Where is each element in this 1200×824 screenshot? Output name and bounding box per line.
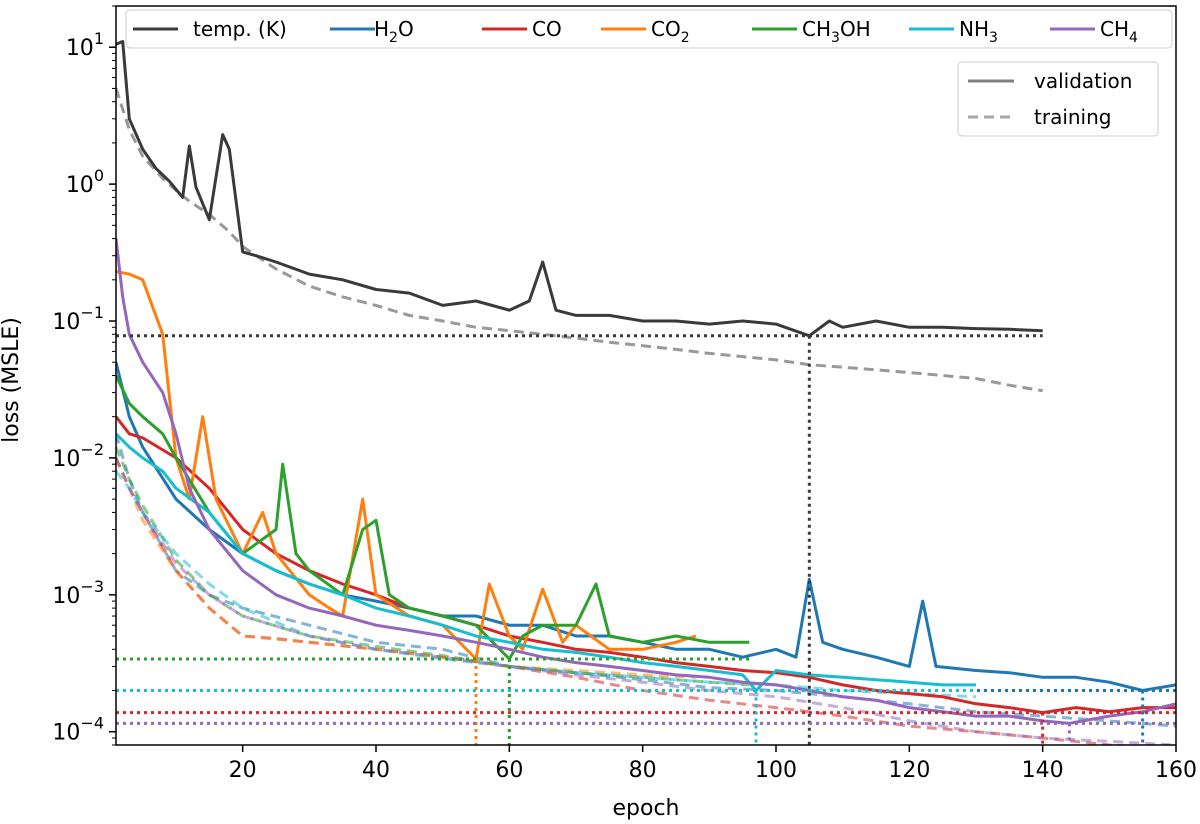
y-tick-label: 101 — [66, 29, 104, 61]
validation-line-temp. (K) — [116, 40, 1043, 338]
validation-line-NH3 — [116, 432, 976, 692]
legend-label-CH3OH: CH3OH — [802, 17, 871, 46]
y-tick-base: 10 — [52, 310, 80, 335]
legend-label-tail: O — [398, 17, 414, 41]
y-tick-label: 100 — [66, 166, 104, 198]
legend-label-main: H — [374, 17, 389, 41]
y-tick-exponent: −4 — [80, 714, 104, 733]
y-tick-base: 10 — [52, 447, 80, 472]
y-tick-base: 10 — [52, 721, 80, 746]
y-tick-exponent: −2 — [80, 440, 104, 459]
validation-line-CO2 — [116, 270, 697, 661]
legend-label-main: CO — [651, 17, 681, 41]
y-tick-exponent: −1 — [80, 303, 104, 322]
training-line-CO2 — [116, 457, 697, 679]
linestyle-label-training: training — [1034, 105, 1111, 129]
training-line-NH3 — [116, 470, 977, 699]
x-tick-label: 40 — [362, 758, 390, 783]
legend-label-CH4: CH4 — [1100, 17, 1138, 46]
legend-label-main: NH — [959, 17, 989, 41]
series-legend-frame — [125, 9, 1173, 49]
y-tick-exponent: −3 — [80, 577, 104, 596]
legend-label-main: CH — [802, 17, 831, 41]
legend-label-main: CH — [1100, 17, 1129, 41]
training-line-CH4 — [116, 457, 1176, 745]
legend-label-subscript: 2 — [681, 30, 690, 46]
x-tick-label: 160 — [1155, 758, 1197, 783]
legend-label-CO2: CO2 — [651, 17, 690, 46]
y-tick-exponent: 0 — [94, 166, 104, 185]
y-tick-label: 10−2 — [52, 440, 104, 472]
linestyle-label-validation: validation — [1034, 69, 1132, 93]
x-tick-label: 120 — [888, 758, 930, 783]
x-tick-label: 80 — [629, 758, 657, 783]
x-axis-label: epoch — [613, 796, 680, 821]
legend-label-tail: OH — [840, 17, 871, 41]
linestyle-legend: validation training — [957, 61, 1159, 137]
y-tick-label: 10−1 — [52, 303, 104, 335]
legend-label-NH3: NH3 — [959, 17, 998, 46]
plot-area — [116, 40, 1176, 745]
x-tick-label: 60 — [495, 758, 523, 783]
y-axis-label: loss (MSLE) — [0, 317, 24, 443]
series-group — [116, 40, 1176, 745]
legend-label-subscript: 3 — [989, 30, 998, 46]
validation-line-CH4 — [116, 238, 1176, 725]
x-tick-label: 20 — [229, 758, 257, 783]
y-tick-base: 10 — [52, 584, 80, 609]
legend-label-subscript: 4 — [1129, 30, 1138, 46]
legend-label-temp. (K): temp. (K) — [193, 17, 287, 41]
legend-label-subscript: 3 — [831, 30, 840, 46]
legend-label-H2O: H2O — [374, 17, 414, 46]
x-tick-label: 100 — [755, 758, 797, 783]
legend-label-main: CO — [532, 17, 562, 41]
legend-label-main: temp. (K) — [193, 17, 287, 41]
y-tick-base: 10 — [66, 173, 94, 198]
x-tick-label: 140 — [1022, 758, 1064, 783]
legend-label-CO: CO — [532, 17, 562, 41]
y-tick-exponent: 1 — [94, 29, 104, 48]
legend-label-subscript: 2 — [389, 30, 398, 46]
axes: 20 40 60 80 100 120 140 16010110010−110−210−310… — [52, 5, 1197, 783]
validation-line-CH3OH — [116, 374, 750, 661]
y-tick-label: 10−4 — [52, 714, 104, 746]
series-legend: temp. (K) H2O CO CO2 CH3OH NH3 CH4 — [125, 9, 1173, 49]
y-tick-base: 10 — [66, 36, 94, 61]
training-line-temp. (K) — [116, 87, 1043, 393]
y-tick-label: 10−3 — [52, 577, 104, 609]
